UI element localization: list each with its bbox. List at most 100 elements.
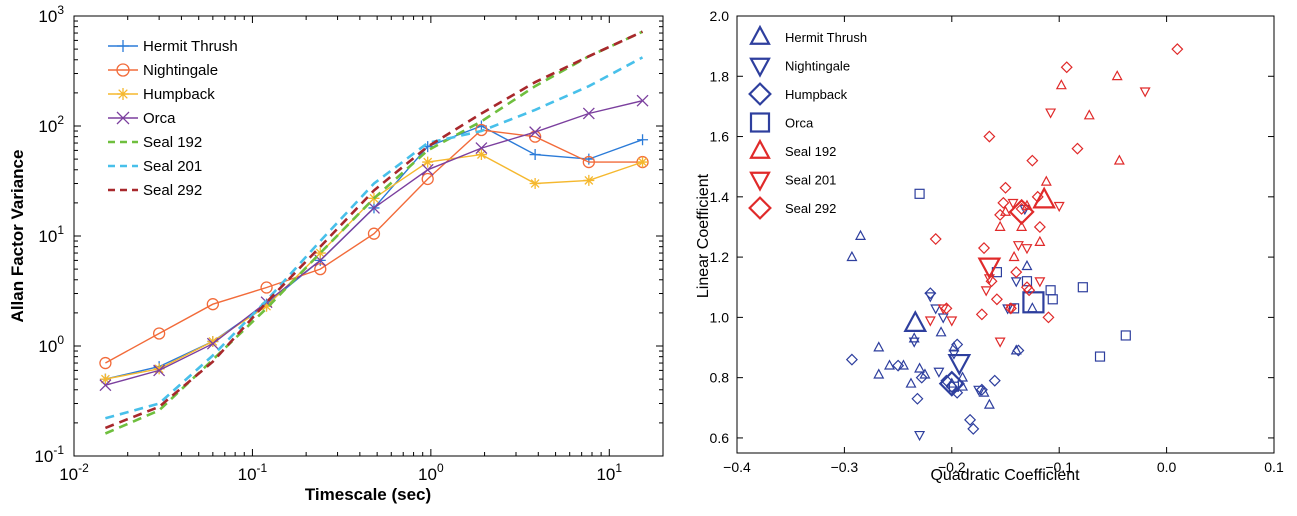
y-tick-label: 101 xyxy=(38,223,64,246)
data-point xyxy=(935,326,947,337)
series-line-seal-201 xyxy=(105,56,644,420)
y-tick-label: 103 xyxy=(38,3,64,26)
legend-item-seal-201: Seal 201 xyxy=(749,171,836,192)
legend-item-seal-292: Seal 292 xyxy=(748,196,836,220)
centroid-marker xyxy=(977,257,1002,280)
data-point xyxy=(582,107,595,120)
legend-label: Seal 292 xyxy=(785,201,836,216)
x-tick-label: 101 xyxy=(596,461,622,484)
data-point xyxy=(983,274,995,285)
data-point xyxy=(1004,302,1017,315)
data-point xyxy=(1026,154,1039,167)
data-point xyxy=(1045,285,1056,296)
data-point xyxy=(994,337,1006,348)
data-point xyxy=(529,178,541,190)
left-chart-marks xyxy=(99,30,649,435)
data-point xyxy=(528,130,542,143)
data-point xyxy=(919,368,931,379)
legend-item-hermit-thrush: Hermit Thrush xyxy=(108,38,238,55)
data-point xyxy=(911,392,924,405)
legend-marker xyxy=(748,196,772,220)
y-tick-label: 0.6 xyxy=(710,430,730,446)
right-axis-ticks: −0.4 −0.3 −0.2 −0.1 0.0 0.1 0.6 0.8 1.0 1.2 1.4 1.6… xyxy=(710,8,1284,475)
data-point xyxy=(1053,201,1065,213)
data-point xyxy=(975,308,988,321)
data-point xyxy=(1120,330,1131,341)
legend-marker xyxy=(749,24,771,45)
data-point xyxy=(908,337,920,348)
legend-item-seal-292: Seal 292 xyxy=(108,182,202,199)
data-point xyxy=(1047,294,1058,305)
data-point xyxy=(637,134,649,146)
data-point xyxy=(975,383,988,396)
data-point xyxy=(873,341,885,352)
legend-label: Nightingale xyxy=(143,62,218,79)
data-point xyxy=(1113,154,1125,165)
data-point xyxy=(946,316,958,327)
data-point xyxy=(948,381,960,392)
data-point xyxy=(1012,344,1025,357)
x-tick-label: −0.1 xyxy=(1045,459,1073,475)
data-point xyxy=(99,379,112,392)
data-point xyxy=(1005,304,1017,315)
data-point xyxy=(1040,175,1052,186)
data-point xyxy=(637,156,649,168)
legend-marker xyxy=(749,112,771,133)
data-point xyxy=(951,338,964,351)
legend-item-seal-192: Seal 192 xyxy=(108,134,202,151)
series-seal-192 xyxy=(994,70,1125,262)
right-legend: Hermit Thrush Nightingale Humpback Orca Seal… xyxy=(748,24,867,220)
data-point xyxy=(1055,79,1067,90)
data-point xyxy=(314,247,326,259)
data-point xyxy=(930,304,942,315)
left-x-axis-label: Timescale (sec) xyxy=(305,485,431,504)
data-point xyxy=(855,229,867,240)
legend-item-orca: Orca xyxy=(749,112,814,133)
left-legend: Hermit Thrush Nightingale Humpback Orca Seal… xyxy=(108,38,238,199)
x-tick-label: −0.2 xyxy=(938,459,966,475)
y-tick-label: 0.8 xyxy=(710,370,730,386)
data-point xyxy=(422,156,434,168)
legend-label: Seal 201 xyxy=(785,173,836,188)
data-point xyxy=(1033,220,1046,233)
data-point xyxy=(529,149,541,161)
centroid-marker xyxy=(1008,198,1035,225)
x-tick-label: −0.3 xyxy=(831,459,859,475)
data-point xyxy=(1012,241,1024,252)
data-point xyxy=(846,250,858,262)
data-point xyxy=(978,386,990,397)
data-point xyxy=(937,313,949,324)
data-point xyxy=(206,298,219,311)
data-point xyxy=(1060,61,1073,74)
data-point xyxy=(994,208,1007,221)
centroid-marker xyxy=(938,370,965,397)
data-point xyxy=(914,362,926,373)
data-point xyxy=(988,374,1001,387)
series-orca xyxy=(914,188,1131,392)
legend-label: Orca xyxy=(785,116,814,131)
x-tick-label: 0.1 xyxy=(1264,459,1284,475)
legend-label: Humpback xyxy=(143,86,215,103)
data-point xyxy=(892,359,905,372)
y-tick-label: 1.2 xyxy=(710,249,730,265)
left-y-axis-label: Allan Factor Variance xyxy=(8,150,27,323)
series-seal-292 xyxy=(104,30,644,430)
x-tick-label: 10-2 xyxy=(59,461,89,484)
data-point xyxy=(368,201,380,214)
series-humpback xyxy=(845,287,1025,435)
data-point xyxy=(1021,244,1033,255)
data-point xyxy=(1023,284,1036,297)
legend-marker xyxy=(749,138,771,159)
data-point xyxy=(983,130,996,143)
legend-item-nightingale: Nightingale xyxy=(749,57,850,78)
data-point xyxy=(1010,277,1022,288)
data-point xyxy=(914,430,926,442)
legend-marker xyxy=(116,63,130,77)
data-point xyxy=(583,174,595,186)
data-point xyxy=(985,275,998,288)
legend-label: Humpback xyxy=(785,87,848,102)
x-tick-label: 0.0 xyxy=(1157,459,1177,475)
legend-item-humpback: Humpback xyxy=(748,82,848,106)
data-point xyxy=(260,281,273,294)
